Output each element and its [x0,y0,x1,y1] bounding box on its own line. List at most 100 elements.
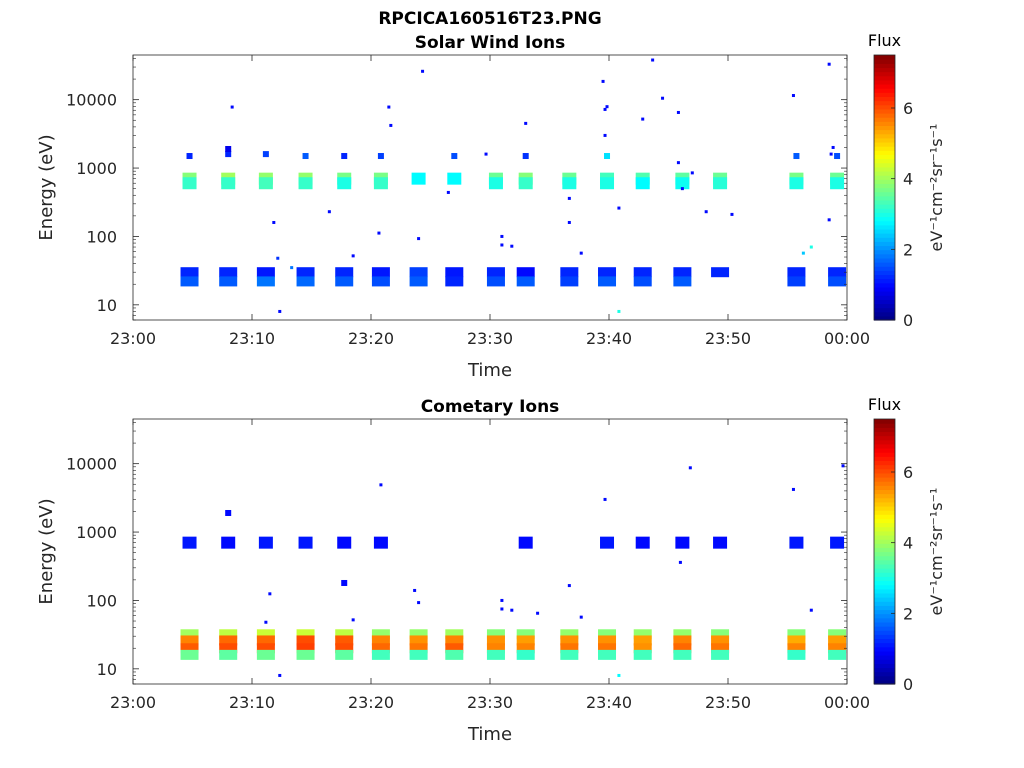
scan-cell [516,643,535,654]
scan-cell [598,276,617,287]
scan-cell [335,629,354,640]
colorbar-step [874,423,895,428]
scan-cell [298,536,313,549]
colorbar-step [874,125,895,131]
scan-cell [371,267,390,278]
data-point [500,607,504,611]
colorbar-step [874,241,895,247]
data-point [688,466,692,470]
data-point [268,592,272,596]
scan-cell [445,629,464,640]
colorbar-step [874,208,895,213]
colorbar-step [874,547,895,553]
colorbar-step [874,278,895,284]
scan-cell [409,643,428,654]
scan-cell [335,276,354,287]
scan-cell [633,629,652,640]
scan-cell [633,643,652,654]
scan-cell [409,276,428,287]
scan-cell [830,536,845,549]
colorbar-step [874,555,895,561]
colorbar-step [874,655,895,660]
x-axis-label: Time [467,724,512,745]
x-tick-label: 23:30 [467,329,513,348]
colorbar-step [874,162,895,168]
colorbar-step [874,613,895,619]
colorbar-step [874,576,895,582]
scan-cell [516,267,535,278]
scan-cell [516,629,535,640]
x-tick-label: 00:00 [824,693,870,712]
data-point [690,171,694,175]
colorbar-step [874,104,895,110]
scan-cell [787,629,806,640]
data-point [730,212,734,216]
colorbar-step [874,146,895,151]
scan-cell [302,153,309,160]
x-tick-label: 23:20 [348,329,394,348]
colorbar-step [874,286,895,292]
colorbar-step [874,121,895,126]
panel-title: Cometary Ions [421,397,560,417]
colorbar-step [874,621,895,627]
colorbar-tick-label: 6 [903,463,913,482]
panel-cometary: Cometary Ions 23:00 23:10 23:20 23:30 23:40 2… [36,395,946,745]
scan-cell [518,177,533,190]
colorbar-step [874,224,895,230]
scan-cell [219,649,238,660]
scan-cell [337,536,352,549]
data-point [809,245,813,249]
x-tick-label: 23:50 [705,329,751,348]
scan-cell [335,649,354,660]
scan-cell [560,276,579,287]
data-point [603,133,607,137]
scan-cell [182,536,197,549]
colorbar-step [874,96,895,102]
colorbar-step [874,588,895,594]
colorbar-step [874,667,895,673]
scan-cell [445,267,464,278]
colorbar-label: eV⁻¹cm⁻²sr⁻¹s⁻¹ [927,488,946,616]
y-axis-label: Energy (eV) [36,134,57,240]
scan-cell [711,635,730,646]
data-point [617,673,621,677]
data-point [500,243,504,247]
colorbar-step [874,216,895,222]
colorbar-step [874,464,895,470]
x-tick-label: 23:50 [705,693,751,712]
data-point [601,79,605,83]
scan-cell [828,643,847,654]
y-tick-label: 100 [86,227,117,246]
colorbar-step [874,638,895,644]
scan-cell [673,649,692,660]
colorbar-step [874,419,895,424]
scan-cell [486,643,505,654]
scan-cell [219,276,238,287]
colorbar-step [874,108,895,114]
colorbar-step [874,572,895,577]
colorbar-step [874,63,895,69]
colorbar-step [874,191,895,197]
scan-cell [633,635,652,646]
colorbar-tick-label: 4 [903,534,913,553]
scan-cell [516,635,535,646]
scan-cell [828,649,847,660]
x-tick-label: 23:40 [586,693,632,712]
scan-cell [600,177,615,190]
colorbar-step [874,551,895,557]
data-point [676,110,680,114]
colorbar-step [874,249,895,255]
scan-cell [486,635,505,646]
colorbar-step [874,650,895,656]
colorbar-step [874,303,895,309]
data-point [617,206,621,210]
scan-cell [256,276,275,287]
colorbar-step [874,183,895,189]
data-point [417,237,421,241]
data-point [264,620,268,624]
colorbar-step [874,282,895,288]
scan-cell [560,629,579,640]
scan-cell [600,536,615,549]
colorbar-step [874,514,895,519]
colorbar-step [874,568,895,573]
